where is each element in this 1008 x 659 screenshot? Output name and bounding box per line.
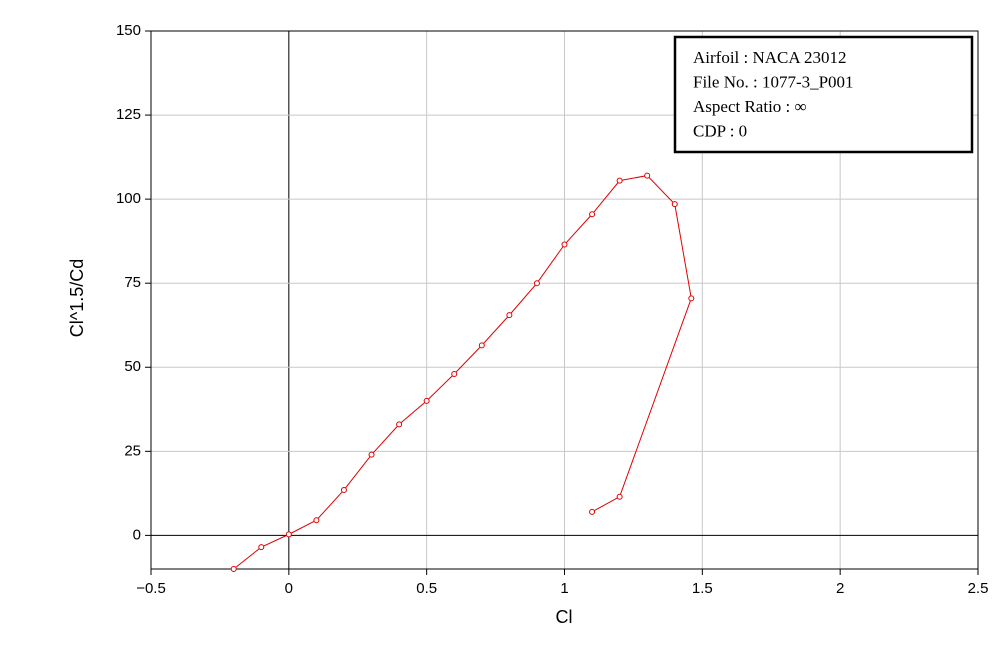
x-tick-label: 2.5	[968, 580, 989, 597]
plot-frame	[150, 30, 979, 570]
x-tick-label: −0.5	[136, 580, 166, 597]
marker	[589, 508, 596, 515]
annotation-box	[673, 35, 974, 154]
marker	[230, 566, 237, 572]
marker	[616, 493, 623, 500]
x-axis-label: Cl	[556, 607, 573, 627]
x-tick-label: 1	[560, 580, 568, 597]
annotation: Aspect Ratio : ∞	[693, 97, 807, 116]
marker	[589, 211, 596, 218]
annotation: Airfoil : NACA 23012	[693, 48, 846, 67]
y-tick-label: 150	[116, 22, 141, 39]
y-tick-label: 75	[124, 274, 141, 291]
marker	[313, 517, 320, 524]
marker	[340, 486, 347, 493]
marker	[478, 342, 485, 349]
annotation: CDP : 0	[693, 121, 747, 140]
marker	[688, 295, 695, 302]
marker	[423, 397, 430, 404]
y-axis-label: Cl^1.5/Cd	[67, 259, 87, 337]
marker	[451, 370, 458, 377]
marker	[258, 544, 265, 551]
marker	[561, 241, 568, 248]
x-tick-label: 0.5	[416, 580, 437, 597]
marker	[368, 451, 375, 458]
line	[233, 175, 692, 570]
y-tick-label: 0	[133, 526, 141, 543]
marker	[533, 280, 540, 287]
x-tick-label: 0	[285, 580, 293, 597]
marker	[285, 531, 292, 538]
marker	[644, 172, 651, 179]
y-tick-label: 125	[116, 106, 141, 123]
marker	[616, 177, 623, 184]
marker	[396, 421, 403, 428]
y-tick-label: 25	[124, 442, 141, 459]
y-tick-label: 100	[116, 190, 141, 207]
x-tick-label: 2	[836, 580, 844, 597]
marker	[506, 312, 513, 319]
marker	[671, 201, 678, 208]
annotation: File No. : 1077-3_P001	[693, 72, 854, 91]
x-tick-label: 1.5	[692, 580, 713, 597]
y-tick-label: 50	[124, 358, 141, 375]
